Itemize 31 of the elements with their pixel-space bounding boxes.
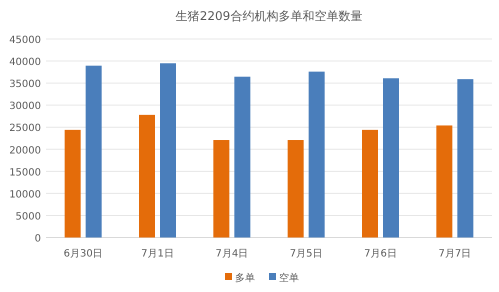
x-tick-label: 7月1日 (141, 248, 174, 260)
title: 生猪2209合约机构多单和空单数量 (176, 9, 362, 23)
legend-label: 空单 (279, 272, 299, 284)
x-tick-label: 7月7日 (438, 248, 472, 260)
x-tick-label: 6月30日 (64, 248, 103, 260)
x-tick-label: 7月4日 (215, 248, 248, 260)
y-tick-label: 15000 (9, 167, 41, 178)
bar (288, 140, 304, 238)
y-tick-label: 10000 (9, 189, 41, 200)
y-tick-label: 40000 (9, 57, 41, 68)
y-tick-label: 25000 (9, 123, 41, 134)
x-tick-label: 7月6日 (364, 248, 397, 260)
y-tick-label: 45000 (9, 35, 41, 46)
bar (383, 78, 399, 238)
x-tick-label: 7月5日 (290, 248, 323, 260)
legend-label: 多单 (235, 272, 255, 284)
bar (457, 79, 474, 238)
bar (64, 130, 81, 238)
bar (160, 63, 176, 238)
bar (362, 130, 378, 238)
y-tick-label: 5000 (16, 211, 41, 222)
bar (86, 66, 102, 238)
y-tick-label: 20000 (9, 145, 41, 156)
bar (436, 125, 452, 238)
bar (139, 114, 155, 238)
bar (213, 140, 230, 238)
y-tick-label: 35000 (9, 79, 41, 90)
y-tick-label: 0 (34, 234, 41, 244)
y-tick-label: 30000 (9, 101, 41, 112)
bar (308, 72, 325, 238)
bar (234, 76, 250, 238)
